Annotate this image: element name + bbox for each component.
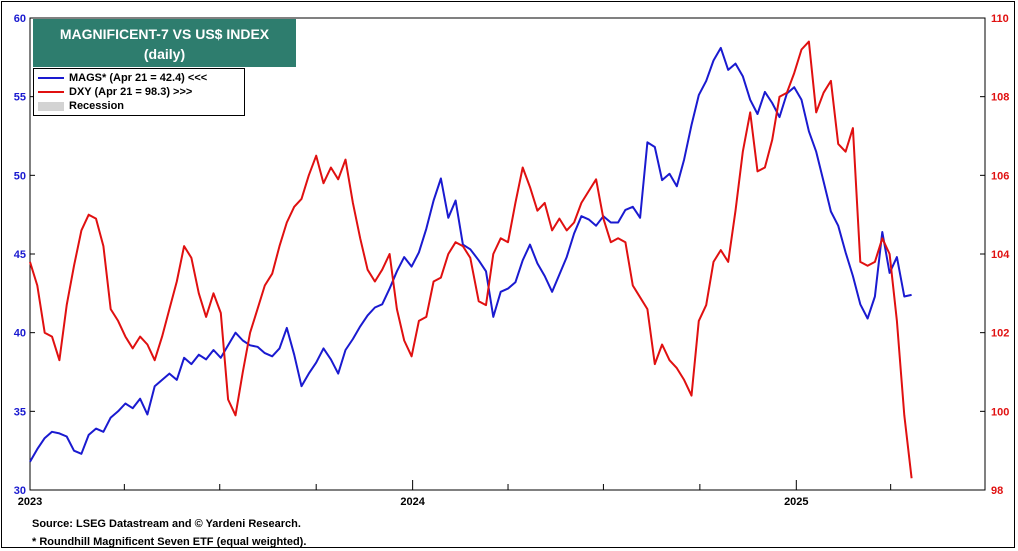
series-layer bbox=[29, 40, 913, 479]
legend: MAGS* (Apr 21 = 42.4) <<< DXY (Apr 21 = … bbox=[33, 68, 245, 116]
right-tick-label: 106 bbox=[991, 170, 1009, 182]
chart-title: MAGNIFICENT-7 VS US$ INDEX bbox=[59, 26, 270, 42]
right-tick-label: 98 bbox=[991, 485, 1003, 497]
x-tick-label: 2024 bbox=[400, 496, 425, 508]
right-axis: 98 100 102 104 106 108 110 bbox=[980, 13, 1010, 497]
x-axis: 2023 2024 2025 bbox=[18, 480, 892, 508]
left-tick-label: 35 bbox=[14, 406, 26, 418]
legend-swatch-mags bbox=[38, 77, 64, 79]
right-tick-label: 108 bbox=[991, 92, 1009, 104]
legend-label-recession: Recession bbox=[69, 100, 125, 112]
right-tick-label: 110 bbox=[991, 13, 1009, 25]
chart-subtitle: (daily) bbox=[143, 46, 186, 62]
footnote-mags: * Roundhill Magnificent Seven ETF (equal… bbox=[32, 536, 307, 548]
legend-item-mags: MAGS* (Apr 21 = 42.4) <<< bbox=[38, 71, 240, 85]
left-tick-label: 45 bbox=[14, 249, 26, 261]
left-tick-label: 30 bbox=[14, 485, 26, 497]
x-tick-label: 2025 bbox=[784, 496, 808, 508]
x-tick-label: 2023 bbox=[18, 496, 42, 508]
legend-item-dxy: DXY (Apr 21 = 98.3) >>> bbox=[38, 85, 240, 99]
left-tick-label: 60 bbox=[14, 13, 26, 25]
legend-item-recession: Recession bbox=[38, 99, 240, 113]
chart-title-box: MAGNIFICENT-7 VS US$ INDEX (daily) bbox=[33, 19, 296, 67]
legend-swatch-dxy bbox=[38, 91, 64, 93]
right-tick-label: 104 bbox=[991, 249, 1010, 261]
right-tick-label: 102 bbox=[991, 328, 1009, 340]
left-axis: 30 35 40 45 50 55 60 bbox=[14, 13, 35, 497]
series-line-mags bbox=[29, 46, 912, 463]
legend-swatch-recession bbox=[38, 101, 64, 111]
source-note: Source: LSEG Datastream and © Yardeni Re… bbox=[32, 518, 301, 530]
series-line-dxy bbox=[29, 40, 913, 479]
legend-label-dxy: DXY (Apr 21 = 98.3) >>> bbox=[69, 86, 193, 98]
left-tick-label: 40 bbox=[14, 328, 26, 340]
left-tick-label: 50 bbox=[14, 170, 26, 182]
legend-label-mags: MAGS* (Apr 21 = 42.4) <<< bbox=[69, 72, 208, 84]
footnotes: Source: LSEG Datastream and © Yardeni Re… bbox=[32, 515, 306, 551]
left-tick-label: 55 bbox=[14, 92, 26, 104]
right-tick-label: 100 bbox=[991, 406, 1009, 418]
